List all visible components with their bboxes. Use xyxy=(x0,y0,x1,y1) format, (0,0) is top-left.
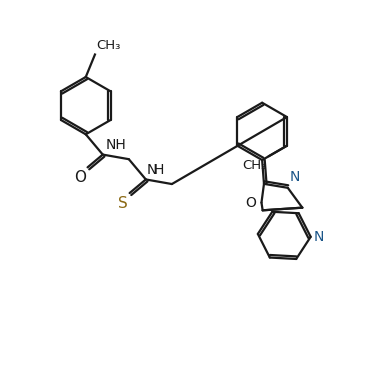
Text: N: N xyxy=(290,170,300,184)
Text: O: O xyxy=(74,170,86,185)
Text: N: N xyxy=(147,163,158,177)
Text: NH: NH xyxy=(105,138,126,153)
Text: S: S xyxy=(118,196,128,211)
Text: N: N xyxy=(313,230,324,244)
Text: O: O xyxy=(245,195,256,210)
Text: CH₃: CH₃ xyxy=(96,39,120,52)
Text: H: H xyxy=(154,163,164,177)
Text: CH₃: CH₃ xyxy=(242,159,267,172)
